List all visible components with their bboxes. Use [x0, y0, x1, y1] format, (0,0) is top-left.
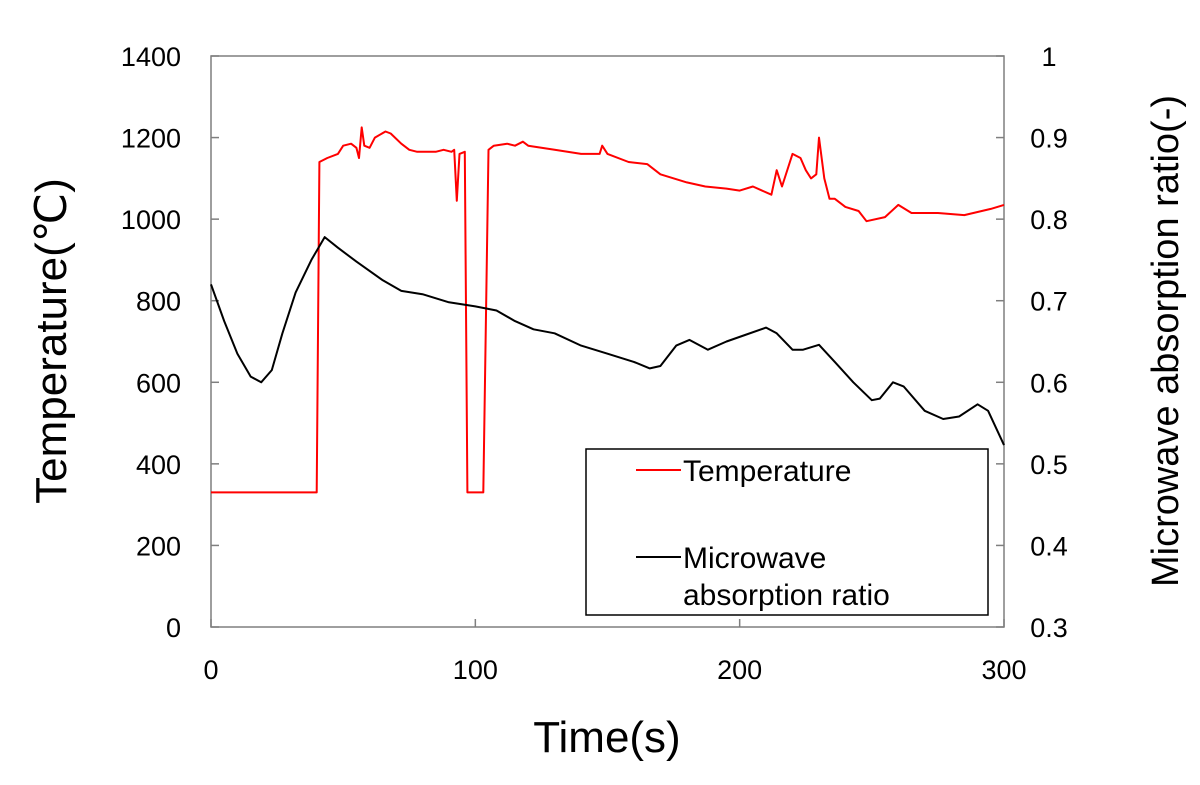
legend: Temperature Microwave absorption ratio	[585, 448, 989, 616]
y-tick-label: 0	[166, 613, 181, 643]
legend-label-microwave-line2: absorption ratio	[683, 579, 890, 612]
y-tick-label: 1400	[121, 42, 181, 72]
y2-tick-label: 0.9	[1030, 124, 1068, 154]
y-tick-label: 1200	[121, 124, 181, 154]
microwave-absorption-series-line	[210, 236, 1005, 446]
x-tick-label: 300	[981, 655, 1026, 685]
y2-axis-label: Microwave absorption ratio(-)	[1145, 95, 1187, 587]
y2-tick-label: 0.8	[1030, 205, 1068, 235]
x-tick-label: 100	[453, 655, 498, 685]
legend-label-microwave-line1: Microwave	[683, 542, 826, 575]
temperature-series-line	[211, 126, 1005, 494]
y-axis-label: Temperature(℃)	[27, 178, 76, 504]
y-tick-label: 400	[136, 450, 181, 480]
y2-tick-label: 0.4	[1030, 531, 1068, 561]
plot-area	[210, 55, 1005, 628]
y2-tick-label: 1	[1041, 42, 1056, 72]
y-tick-label: 600	[136, 368, 181, 398]
y2-tick-label: 0.6	[1030, 368, 1068, 398]
x-tick-label: 0	[203, 655, 218, 685]
y-tick-label: 200	[136, 531, 181, 561]
y-tick-label: 800	[136, 287, 181, 317]
y-tick-label: 1000	[121, 205, 181, 235]
y2-tick-label: 0.7	[1030, 287, 1068, 317]
x-axis-label: Time(s)	[533, 713, 680, 762]
y2-tick-label: 0.3	[1030, 613, 1068, 643]
x-tick-label: 200	[717, 655, 762, 685]
legend-box	[585, 448, 989, 616]
legend-label-temperature: Temperature	[683, 455, 851, 488]
y2-tick-label: 0.5	[1030, 450, 1068, 480]
